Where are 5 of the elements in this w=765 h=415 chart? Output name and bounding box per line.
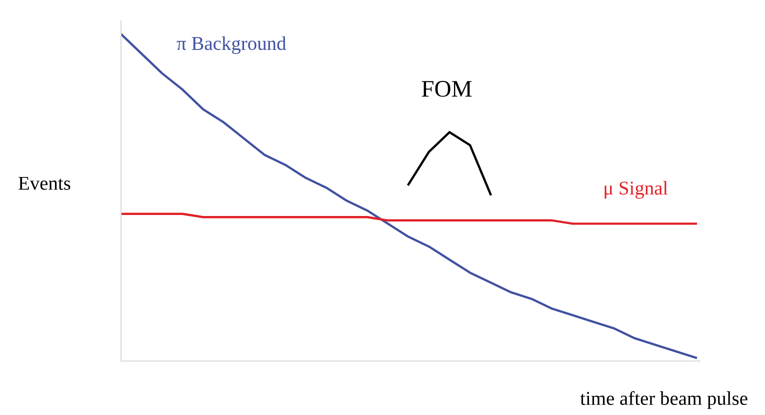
series-label: FOM [422, 80, 472, 97]
y-axis-title: Events [18, 176, 70, 190]
series-label: μ Signal [604, 181, 668, 199]
series-label: π Background [176, 36, 286, 54]
x-axis-title: time after beam pulse [580, 391, 748, 409]
